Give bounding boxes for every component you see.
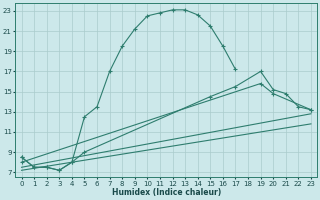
X-axis label: Humidex (Indice chaleur): Humidex (Indice chaleur) <box>112 188 221 197</box>
